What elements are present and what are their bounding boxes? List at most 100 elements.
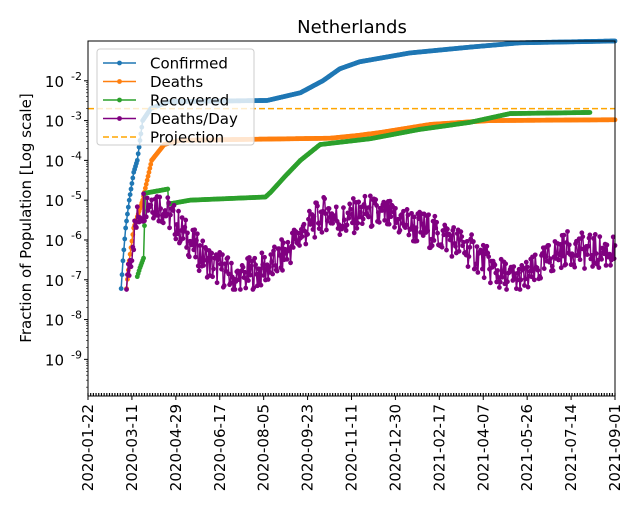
series-deaths-day-point — [461, 239, 466, 245]
series-confirmed-point — [123, 225, 129, 231]
series-deaths-day-point — [572, 264, 578, 270]
series-deaths-day-point — [418, 229, 423, 235]
y-tick-label: 10 — [45, 312, 64, 330]
series-deaths-day-point — [246, 255, 252, 260]
y-tick-exponent: -7 — [71, 269, 82, 282]
series-deaths-day-point — [404, 207, 410, 212]
series-deaths-day-point — [191, 247, 197, 253]
series-deaths-day-point — [597, 234, 603, 240]
series-deaths-day-point — [315, 203, 320, 209]
series-deaths-day-point — [467, 244, 473, 250]
series-deaths-day-point — [601, 251, 607, 257]
series-deaths-day-point — [604, 242, 610, 248]
series-deaths-day-point — [259, 250, 265, 256]
legend-deaths-day-label: Deaths/Day — [150, 110, 238, 128]
y-tick-exponent: -9 — [71, 348, 82, 361]
series-deaths-day-point — [367, 205, 372, 210]
series-deaths-day-point — [201, 263, 207, 268]
series-deaths-day-point — [395, 216, 401, 222]
series-deaths-day-point — [257, 266, 263, 272]
series-deaths-day-point — [141, 191, 146, 197]
series-deaths-day-point — [202, 257, 207, 263]
series-deaths-day-point — [176, 208, 181, 214]
series-deaths-day-point — [375, 210, 381, 215]
series-deaths-day-point — [219, 266, 224, 272]
series-deaths-day-point — [197, 243, 203, 248]
series-deaths-day-point — [522, 276, 528, 282]
series-deaths-day-point — [248, 263, 254, 269]
series-deaths-day-point — [448, 233, 454, 239]
series-deaths-day-point — [495, 268, 500, 273]
series-deaths-day-point — [128, 264, 134, 270]
series-deaths-day-point — [270, 271, 276, 277]
series-deaths-day-point — [611, 256, 617, 261]
y-tick-label: 10 — [45, 272, 64, 290]
y-tick-base: 10 — [45, 152, 64, 170]
series-deaths-day-point — [126, 273, 132, 278]
x-tick-label: 2021-04-07 — [474, 404, 492, 491]
series-deaths-day-point — [166, 200, 172, 206]
series-deaths-day-point — [347, 201, 353, 207]
series-deaths-day-point — [582, 266, 587, 271]
series-deaths-day-point — [274, 268, 280, 274]
series-deaths-day-point — [409, 210, 414, 216]
series-deaths-day-point — [426, 212, 431, 218]
series-deaths-day-point — [301, 221, 307, 227]
series-deaths-day-point — [361, 202, 367, 207]
series-deaths-day-point — [488, 280, 493, 286]
series-deaths-day-point — [470, 239, 476, 244]
series-deaths-day-point — [499, 274, 505, 280]
series-deaths-day-point — [560, 253, 566, 259]
series-deaths-day-point — [237, 287, 243, 292]
series-deaths-day-point — [579, 230, 585, 236]
series-deaths-day-point — [346, 215, 352, 221]
series-deaths-day-point — [236, 277, 241, 283]
series-deaths-day-point — [173, 236, 179, 242]
series-deaths-day-point — [192, 227, 198, 233]
y-tick-exponent: -6 — [71, 229, 82, 242]
series-deaths-day-point — [167, 225, 172, 231]
x-tick-label: 2021-05-26 — [518, 404, 536, 491]
legend-projection-label: Projection — [150, 129, 224, 147]
series-deaths-day-point — [540, 251, 545, 256]
series-deaths-day-point — [254, 271, 259, 277]
series-deaths-day-point — [215, 257, 221, 263]
x-tick-label: 2021-07-14 — [562, 404, 580, 491]
series-deaths-day-point — [222, 261, 228, 267]
series-deaths-day-point — [185, 230, 190, 236]
series-deaths-day-point — [393, 205, 398, 211]
series-deaths-day-point — [599, 256, 604, 262]
series-deaths-day-point — [458, 229, 464, 235]
series-deaths-day-point — [441, 232, 447, 238]
series-deaths-day-point — [532, 252, 538, 258]
series-deaths-day-point — [181, 228, 187, 234]
series-deaths-day-point — [429, 243, 435, 249]
series-deaths-day-point — [252, 255, 258, 261]
series-deaths-day-point — [290, 245, 296, 250]
y-tick-base: 10 — [45, 73, 64, 91]
series-deaths-day-point — [272, 263, 278, 268]
y-tick-exponent: -3 — [71, 110, 82, 123]
series-deaths-day-point — [189, 242, 195, 248]
series-deaths-day-point — [549, 263, 555, 269]
series-confirmed-point — [129, 181, 135, 186]
series-confirmed-point — [134, 157, 140, 163]
series-deaths-day-point — [362, 193, 368, 199]
series-deaths-day-point — [327, 214, 333, 220]
x-tick-label: 2021-02-17 — [430, 404, 448, 491]
series-deaths-day-point — [350, 196, 356, 201]
series-deaths-day-point — [484, 243, 490, 249]
series-deaths-day-point — [341, 217, 347, 223]
legend-deaths-marker — [117, 79, 122, 84]
series-deaths-day-point — [292, 236, 298, 242]
series-deaths-day-point — [570, 253, 576, 258]
series-deaths-day-point — [271, 248, 276, 254]
series-deaths-day-point — [459, 234, 465, 239]
series-deaths-day-point — [210, 274, 215, 280]
series-deaths-point — [145, 173, 151, 179]
series-deaths-day-point — [143, 214, 149, 220]
series-deaths-day-point — [464, 238, 470, 244]
series-confirmed-point — [125, 204, 131, 210]
series-confirmed-point — [135, 151, 141, 157]
x-tick-label: 2020-04-29 — [167, 404, 185, 491]
